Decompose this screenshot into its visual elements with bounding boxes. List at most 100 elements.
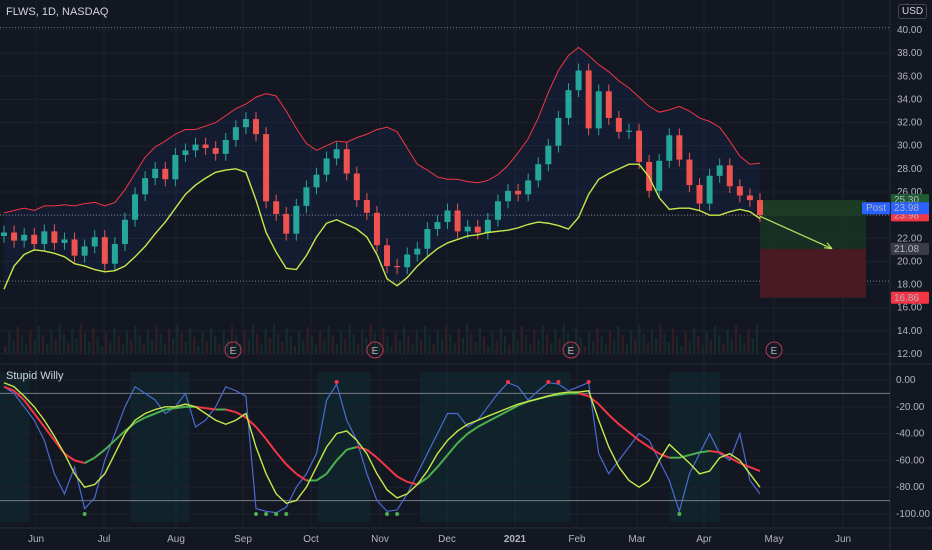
volume-bar — [71, 329, 74, 354]
candle-body — [363, 200, 370, 213]
osc-slow-segment — [104, 439, 116, 451]
volume-bar — [466, 324, 469, 354]
osc-slow-segment — [608, 414, 620, 425]
candle-body — [172, 154, 179, 180]
entry-price-tag: 21.08 — [894, 244, 919, 255]
osc-slow-segment — [467, 426, 479, 435]
volume-bar — [243, 330, 246, 354]
volume-bar — [684, 332, 687, 354]
volume-bar — [663, 333, 666, 354]
volume-bar — [88, 342, 91, 354]
candle-body — [595, 91, 602, 129]
candle-body — [515, 190, 522, 195]
time-axis-label: Sep — [234, 534, 252, 545]
candle-body — [434, 222, 441, 230]
volume-bar — [650, 329, 654, 354]
price-axis-label: 34.00 — [897, 94, 922, 105]
osc-slow-segment — [134, 416, 146, 424]
volume-bar — [167, 329, 171, 354]
volume-bar — [734, 325, 738, 354]
candle-body — [706, 175, 713, 204]
price-axis-label: 20.00 — [897, 256, 922, 267]
osc-slow-segment — [406, 480, 418, 486]
volume-bar — [705, 331, 708, 354]
volume-bar — [512, 331, 515, 354]
osc-slow-segment — [386, 466, 398, 478]
osc-slow-segment — [709, 450, 720, 454]
post-label-box — [862, 202, 890, 215]
candle-body — [263, 134, 270, 202]
volume-bar — [369, 324, 372, 354]
candle-body — [474, 226, 481, 233]
entry-price-tag-box — [891, 242, 929, 255]
volume-bar — [503, 336, 507, 354]
osc-slow-segment — [477, 420, 489, 428]
osc-slow-segment — [315, 472, 328, 482]
volume-bar — [361, 329, 364, 354]
candle-body — [444, 210, 451, 223]
volume-bar — [159, 334, 162, 354]
volume-bar — [138, 335, 141, 354]
osc-slow-segment — [295, 472, 307, 482]
volume-bar — [184, 342, 187, 354]
volume-bar — [474, 342, 477, 354]
volume-bar — [629, 330, 633, 354]
volume-bar — [20, 336, 24, 354]
candle-body — [414, 248, 421, 255]
earnings-marker — [224, 341, 242, 359]
volume-bar — [16, 327, 19, 354]
osc-slow-segment — [144, 412, 156, 419]
stop-price-tag: 16.86 — [894, 293, 919, 304]
volume-bar — [113, 327, 116, 354]
osc-slow-segment — [74, 459, 85, 465]
volume-bar — [352, 334, 355, 354]
volume-bar — [487, 346, 490, 354]
volume-bar — [310, 336, 313, 354]
candle-body — [454, 210, 461, 232]
volume-bar — [188, 328, 192, 354]
price-axis-label: 12.00 — [897, 349, 922, 360]
volume-bar — [373, 333, 376, 354]
candle-body — [736, 186, 743, 196]
volume-bar — [226, 340, 229, 354]
candle-body — [535, 164, 542, 181]
currency-badge[interactable]: USD — [898, 4, 928, 19]
osc-signal-line — [3, 382, 761, 505]
volume-bar — [445, 325, 448, 354]
candle-body — [11, 232, 18, 241]
volume-bar — [478, 328, 481, 354]
volume-bar — [146, 330, 150, 354]
volume-bar — [722, 344, 725, 354]
time-axis-label: Jun — [28, 534, 44, 545]
osc-slow-segment — [23, 399, 36, 415]
target-price-tag: 25.30 — [894, 195, 919, 206]
volume-bar — [348, 325, 351, 354]
volume-bar — [382, 328, 385, 354]
volume-bar — [424, 326, 427, 354]
time-axis-label: Jun — [835, 534, 851, 545]
price-axis-label: 40.00 — [897, 25, 922, 36]
osc-axis-label: -100.00 — [896, 509, 930, 520]
volume-bar — [176, 324, 179, 354]
volume-bar — [117, 336, 120, 354]
volume-bar — [579, 337, 582, 354]
osc-axis-label: -40.00 — [896, 429, 925, 440]
volume-bar — [533, 330, 536, 354]
volume-bar — [79, 324, 82, 354]
osc-slow-segment — [265, 438, 277, 453]
volume-bar — [239, 344, 242, 354]
volume-bar — [730, 339, 733, 354]
price-axis-label: 32.00 — [897, 118, 922, 129]
volume-bar — [398, 341, 402, 354]
candle-body — [111, 244, 118, 264]
osc-axis-label: -60.00 — [896, 455, 925, 466]
osc-oversold-dot — [395, 511, 400, 516]
volume-bar — [281, 342, 284, 354]
target-zone — [760, 200, 866, 216]
volume-bar — [319, 331, 322, 354]
osc-oversold-dot — [274, 511, 279, 516]
candle-body — [585, 70, 592, 129]
price-axis-label: 36.00 — [897, 71, 922, 82]
stop-price-tag-box — [891, 291, 929, 304]
